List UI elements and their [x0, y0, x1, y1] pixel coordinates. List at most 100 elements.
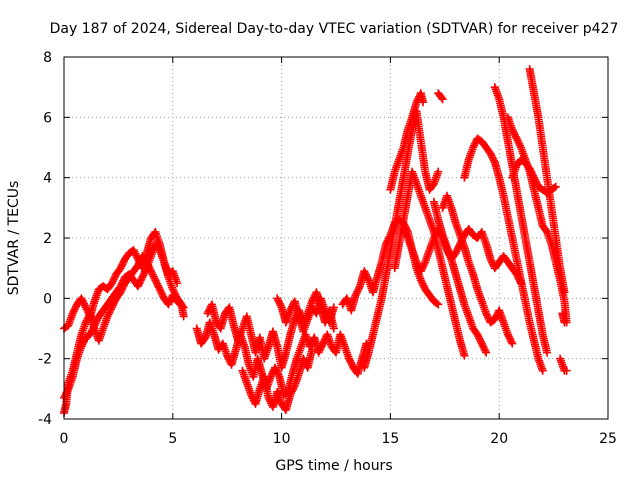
plus-marker [150, 274, 159, 283]
x-tick-label: 20 [490, 431, 508, 447]
plus-marker [300, 356, 309, 365]
plus-marker [506, 335, 515, 344]
plus-marker [110, 297, 119, 306]
plus-marker [107, 303, 116, 312]
plus-marker [288, 385, 297, 394]
plus-marker [351, 291, 360, 300]
plus-marker [70, 305, 79, 314]
plus-marker [481, 346, 490, 355]
plus-marker [362, 272, 371, 281]
plus-marker [428, 181, 437, 190]
plus-marker [68, 309, 77, 318]
y-tick-label: -4 [38, 412, 52, 428]
plus-marker [151, 276, 160, 285]
plus-marker [107, 305, 116, 314]
plus-marker [144, 261, 153, 270]
plus-marker [116, 288, 125, 297]
plus-marker [469, 143, 478, 152]
plus-marker [203, 309, 212, 318]
plus-marker [106, 307, 115, 316]
plus-marker [354, 285, 363, 294]
axis-ticks: 0 5 10 15 20 25 -4 -2 0 2 4 6 8 [38, 50, 617, 447]
plus-marker [153, 279, 162, 288]
plus-marker [287, 389, 296, 398]
plus-marker [118, 284, 127, 293]
data-points [60, 65, 571, 417]
plus-marker [476, 337, 485, 346]
plus-marker [361, 268, 370, 277]
plus-marker [318, 339, 327, 348]
plus-marker [475, 334, 484, 343]
plus-marker [147, 268, 156, 277]
plus-marker [417, 278, 426, 287]
plus-marker [272, 367, 281, 376]
y-tick-label: -2 [38, 352, 52, 368]
plus-marker [80, 299, 89, 308]
plus-marker [511, 132, 520, 141]
plus-marker [347, 360, 356, 369]
plus-marker [149, 272, 158, 281]
plus-marker [136, 276, 145, 285]
series-track-16 [438, 191, 517, 348]
plus-marker [346, 358, 355, 367]
plus-marker [434, 167, 443, 176]
plus-marker [137, 275, 146, 284]
plus-marker [478, 341, 487, 350]
plus-marker [504, 332, 513, 341]
plus-marker [223, 351, 232, 360]
plus-marker [317, 343, 326, 352]
plus-marker [453, 245, 462, 254]
plus-marker [329, 324, 338, 333]
plus-marker [362, 270, 371, 279]
plus-marker [418, 279, 427, 288]
y-tick-label: 6 [43, 110, 52, 126]
y-tick-label: 0 [43, 291, 52, 307]
plus-marker [273, 369, 282, 378]
plus-marker [133, 282, 142, 291]
plus-marker [509, 129, 518, 138]
x-tick-label: 0 [60, 431, 69, 447]
plus-marker [289, 383, 298, 392]
plus-marker [489, 154, 498, 163]
plus-marker [271, 365, 280, 374]
plus-marker [131, 249, 140, 258]
plus-marker [286, 390, 295, 399]
plus-marker [247, 390, 256, 399]
plus-marker [133, 261, 142, 270]
plus-marker [487, 151, 496, 160]
plus-marker [107, 279, 116, 288]
plus-marker [71, 303, 80, 312]
plus-marker [275, 299, 284, 308]
plus-marker [505, 334, 514, 343]
plus-marker [420, 259, 429, 268]
plus-marker [81, 318, 90, 327]
plus-marker [488, 153, 497, 162]
plus-marker [108, 277, 117, 286]
plus-marker [437, 93, 446, 102]
plus-marker [483, 313, 492, 322]
plus-marker [165, 298, 174, 307]
plus-marker [413, 259, 422, 268]
plus-marker [119, 282, 128, 291]
plus-marker [264, 393, 273, 402]
plus-marker [507, 337, 516, 346]
plus-marker [105, 308, 114, 317]
plus-marker [487, 256, 496, 265]
plus-marker [148, 270, 157, 279]
plus-marker [345, 354, 354, 363]
plus-marker [103, 312, 112, 321]
plus-marker [515, 139, 524, 148]
plus-marker [139, 271, 148, 280]
y-tick-label: 2 [43, 231, 52, 247]
plus-marker [560, 318, 569, 327]
plus-marker [109, 299, 118, 308]
plus-marker [140, 269, 149, 278]
plus-marker [164, 300, 173, 309]
chart-title: Day 187 of 2024, Sidereal Day-to-day VTE… [50, 21, 619, 37]
plus-marker [267, 370, 276, 379]
plus-marker [109, 275, 118, 284]
series-track-3 [60, 252, 188, 417]
plus-marker [143, 259, 152, 268]
plus-marker [69, 307, 78, 316]
